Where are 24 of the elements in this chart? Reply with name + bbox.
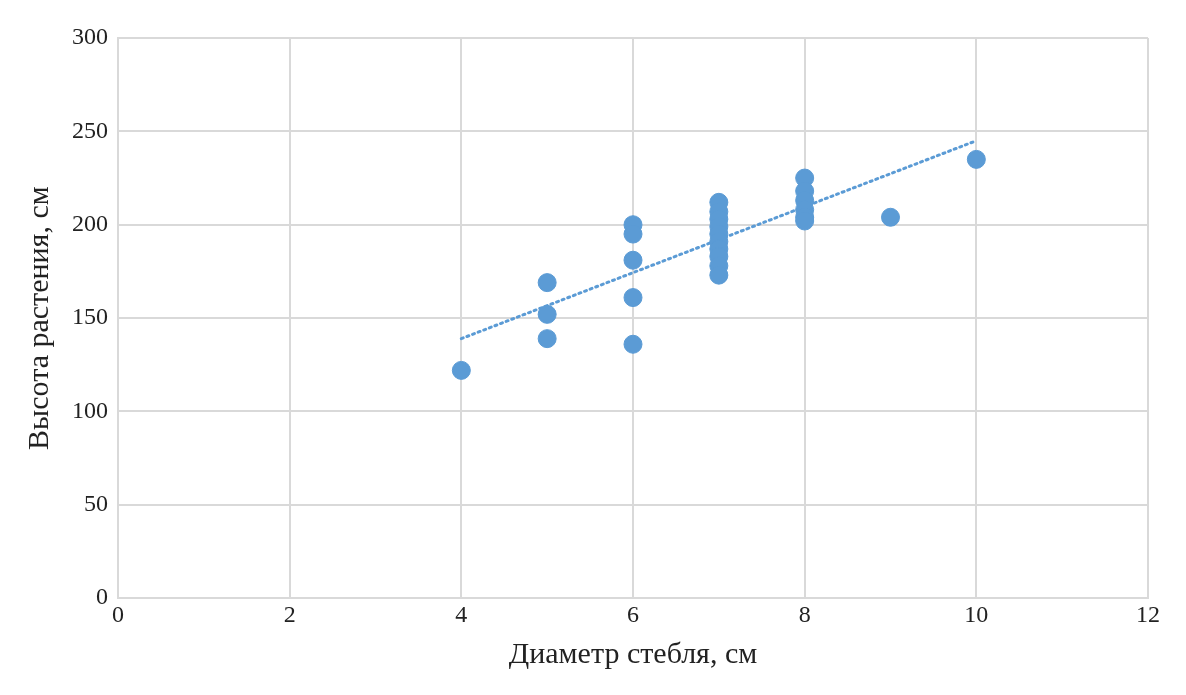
y-tick-label: 100	[72, 396, 108, 423]
x-tick-label: 4	[455, 600, 468, 627]
point	[623, 334, 643, 354]
point	[451, 360, 471, 380]
y-tick-label: 150	[72, 303, 108, 330]
y-tick-label: 200	[72, 210, 108, 237]
x-tick-label: 2	[283, 600, 296, 627]
y-tick-label: 300	[72, 23, 108, 50]
point	[623, 288, 643, 308]
y-tick-label: 250	[72, 116, 108, 143]
x-axis-title: Диаметр стебля, см	[508, 635, 758, 669]
x-tick-label: 10	[964, 600, 989, 627]
y-tick-label: 0	[96, 583, 108, 610]
y-tick-label: 50	[84, 490, 108, 517]
x-tick-label: 6	[627, 600, 639, 627]
point	[537, 304, 557, 324]
point	[623, 250, 643, 270]
point	[537, 273, 557, 293]
point	[966, 149, 986, 169]
x-tick-label: 8	[798, 600, 811, 627]
y-axis-title: Высота растения, см	[20, 186, 54, 450]
x-tick-label: 12	[1136, 600, 1160, 627]
point	[537, 329, 557, 349]
point	[881, 207, 900, 227]
